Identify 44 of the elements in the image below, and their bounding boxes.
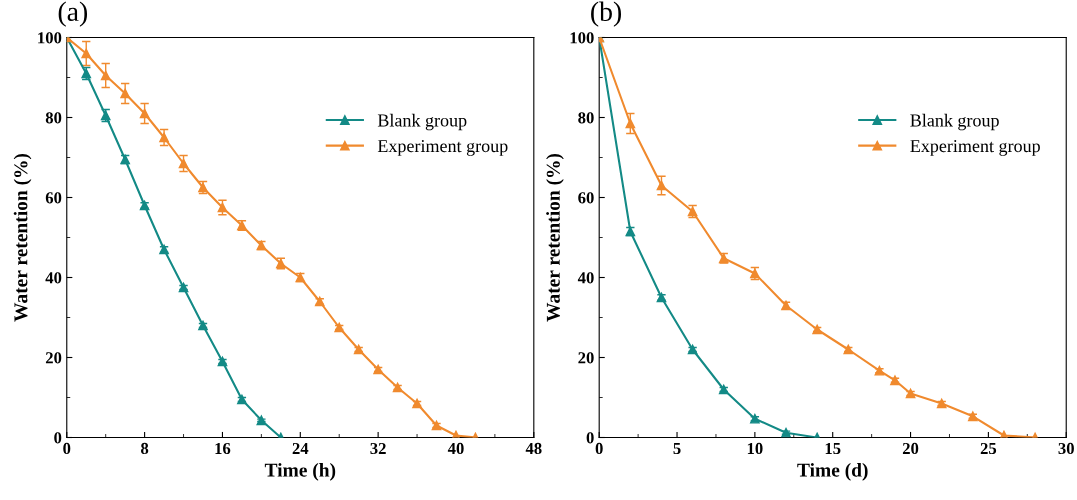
legend-label: Blank group [377,113,467,131]
legend-label: Experiment group [377,140,508,156]
x-tick-label: 10 [747,442,763,455]
point [81,48,92,59]
point [100,70,111,81]
x-tick-label: 48 [525,442,542,455]
y-axis-title: Water retention (%) [13,153,32,322]
y-tick-label: 0 [54,432,62,444]
x-tick-label: 40 [447,442,464,455]
y-tick-label: 20 [578,352,594,364]
point [656,180,667,191]
x-tick-label: 16 [215,442,231,455]
x-tick-label: 32 [370,442,386,455]
y-tick-label: 60 [578,192,594,204]
y-tick-label: 80 [45,112,62,124]
x-axis-title: Time (d) [797,463,868,481]
point [178,158,189,169]
x-tick-label: 15 [825,442,841,455]
legend-label: Blank group [910,113,999,131]
point [159,132,169,143]
y-tick-label: 80 [578,112,594,124]
chart-title: (a) [58,1,88,27]
x-tick-label: 25 [980,442,997,455]
y-tick-label: 0 [586,432,594,444]
y-tick-label: 20 [45,352,62,364]
x-tick-label: 24 [292,442,309,454]
y-axis-title: Water retention (%) [546,153,564,322]
point [139,108,150,119]
x-tick-label: 0 [63,442,71,455]
y-tick-label: 40 [577,272,594,284]
y-tick-label: 100 [570,32,594,44]
x-tick-label: 0 [595,442,603,455]
x-tick-label: 30 [1058,442,1074,455]
x-axis-title: Time (h) [264,463,336,481]
y-tick-label: 100 [38,32,62,44]
y-tick-label: 60 [45,192,62,204]
legend-label: Experiment group [910,140,1040,156]
chart-title: (b) [591,1,622,27]
point [120,88,131,99]
x-tick-label: 8 [141,442,149,455]
x-tick-label: 20 [902,442,919,455]
y-tick-label: 40 [45,272,62,284]
x-tick-label: 5 [673,443,681,455]
point [625,118,636,129]
